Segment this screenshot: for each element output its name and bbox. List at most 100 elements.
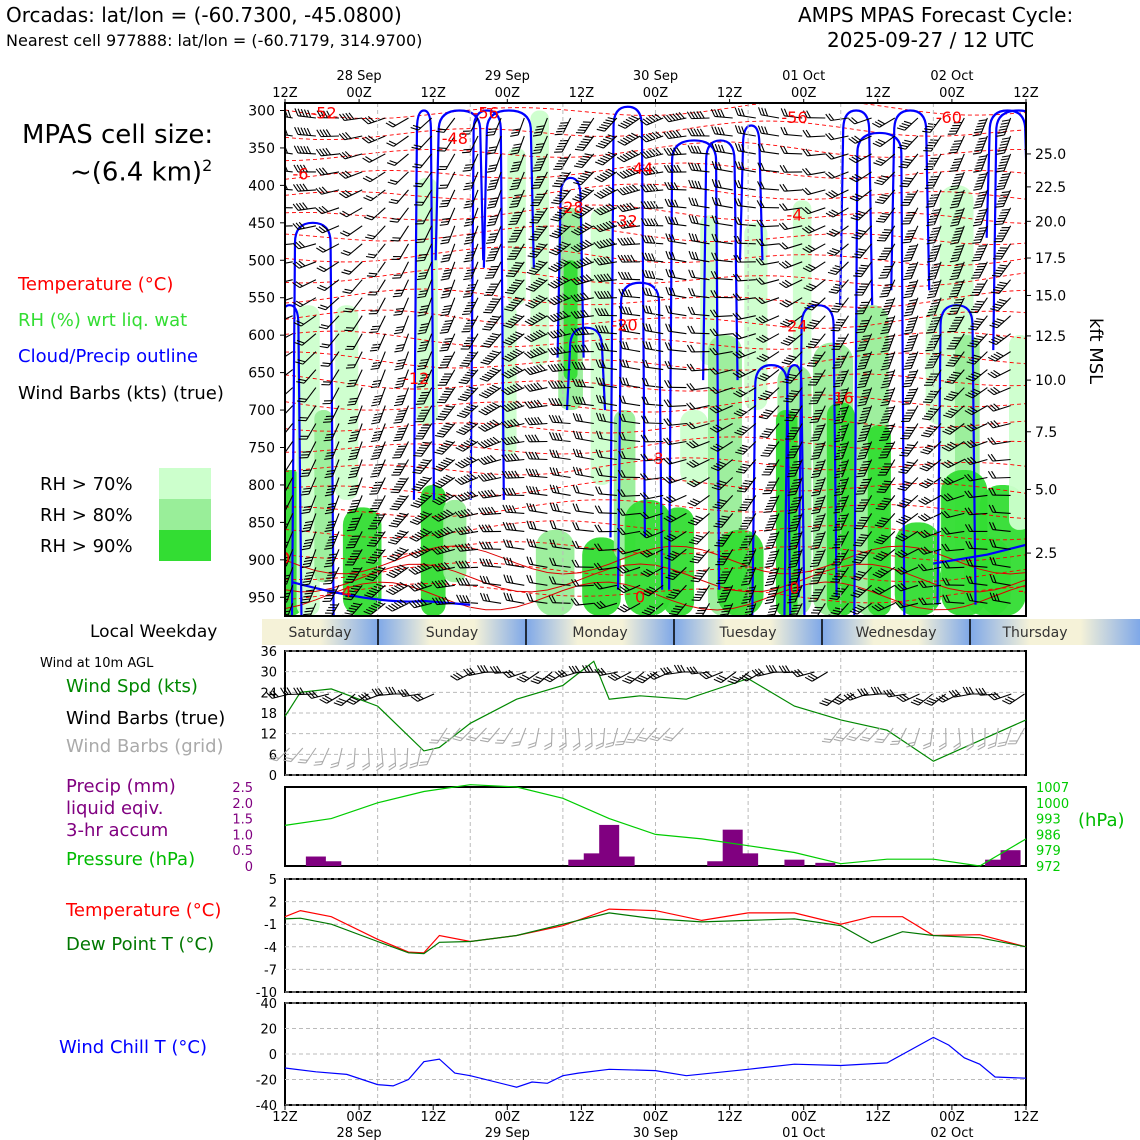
station-title: Orcadas: lat/lon = (-60.7300, -45.0800) <box>6 3 402 27</box>
xsec-ytick-label: 600 <box>248 328 275 344</box>
legend-rh80-swatch <box>159 499 211 530</box>
isotherm-label: -8 <box>648 449 664 468</box>
wind-barb <box>664 215 687 227</box>
cloud-outline <box>556 176 585 358</box>
wind-barb <box>504 279 525 295</box>
wind-barb <box>547 310 571 323</box>
wind-barb <box>339 189 363 199</box>
wind-barb <box>415 405 433 423</box>
wind-barb <box>485 243 502 262</box>
wind-barb <box>417 315 433 335</box>
wind-barb <box>386 564 409 579</box>
wind-barb <box>432 492 456 506</box>
wind-barb <box>410 493 433 508</box>
wind-barb <box>361 116 386 125</box>
weekday-name: Saturday <box>288 625 351 641</box>
wind-barb <box>996 135 1012 155</box>
wind-barb <box>802 129 826 138</box>
wind-barb <box>850 207 872 221</box>
cloud-outline <box>285 304 303 616</box>
pressure-ytick-label: 1007 <box>1036 781 1069 796</box>
isotherm-label: -56 <box>781 108 807 127</box>
weekday-name: Tuesday <box>719 625 777 641</box>
wind-barb <box>477 419 502 432</box>
xsec-ytick-label: 800 <box>248 478 275 494</box>
wind-barb <box>987 453 1011 462</box>
wind-barb <box>526 502 548 514</box>
bottom-time-tick: 12Z <box>420 1110 446 1125</box>
wind-barb <box>292 260 317 269</box>
wind-barb <box>414 423 433 440</box>
wind-barb <box>665 323 687 335</box>
wind-barb <box>571 205 595 219</box>
wind-barb <box>826 243 849 256</box>
wind-barb <box>549 449 571 461</box>
wind-barb <box>828 279 849 294</box>
top-time-tick: 00Z <box>643 86 669 101</box>
wind-barb <box>642 287 664 299</box>
wind-barb <box>486 207 502 227</box>
wind-barb <box>547 328 571 339</box>
bottom-date-label: 28 Sep <box>337 1126 382 1140</box>
wind-barb <box>618 432 641 443</box>
wind-barb <box>594 324 617 335</box>
wind-barb <box>346 369 363 388</box>
wind-barb <box>758 107 780 119</box>
wind-barb <box>323 567 340 585</box>
cloud-outline <box>738 124 764 261</box>
surface-wind-barb <box>870 686 894 695</box>
bottom-time-tick: 00Z <box>346 1110 372 1125</box>
wind-barb <box>392 261 409 279</box>
wind-barb <box>779 164 803 173</box>
surface-wind-barb <box>1002 693 1025 705</box>
grid-wind-barb <box>922 727 934 750</box>
wind-barb <box>323 405 340 423</box>
wind-barb <box>987 437 1011 445</box>
wind-barb <box>416 261 433 281</box>
temp-ytick-label: -4 <box>264 941 277 956</box>
wind-barb <box>346 513 363 532</box>
wind-barb <box>339 207 363 218</box>
wind-barb <box>323 423 340 442</box>
wind-barb <box>365 548 386 564</box>
wind-barb <box>711 196 733 209</box>
wind-barb <box>462 297 479 315</box>
wind-ytick-label: 0 <box>269 769 277 784</box>
wind-barb <box>435 405 456 421</box>
isotherm-label: -20 <box>612 316 638 335</box>
wind-barb <box>484 279 502 296</box>
wind-barb <box>364 207 386 221</box>
wind-barb <box>440 225 456 245</box>
wind-grid-label: Wind Barbs (grid) <box>66 736 224 757</box>
rh-shade <box>335 305 359 500</box>
precip-ytick-label: 1.5 <box>232 813 253 828</box>
wind-barb <box>501 348 525 362</box>
wind-barb <box>572 187 595 202</box>
pressure-ytick-label: 1000 <box>1036 797 1069 812</box>
wind-barb <box>573 153 595 169</box>
wind-barb <box>570 309 594 319</box>
wind-barb <box>549 557 571 568</box>
wind-barb <box>293 315 317 327</box>
bottom-date-label: 02 Oct <box>930 1126 973 1140</box>
wind-barb <box>642 304 664 317</box>
wind-barb <box>478 524 502 533</box>
wind-ytick-label: 24 <box>260 686 277 701</box>
wind-barb <box>341 261 363 275</box>
surface-wind-barb <box>727 671 750 685</box>
wind-barb <box>686 344 710 353</box>
surface-wind-barb <box>542 671 566 683</box>
wind-barb <box>570 256 594 269</box>
grid-wind-barb <box>605 727 619 748</box>
wind-barb <box>439 189 456 208</box>
wind-barb <box>525 294 548 309</box>
wind-barb <box>501 365 525 379</box>
wind-barb <box>995 189 1012 208</box>
wind-barb <box>285 459 294 476</box>
wind-barb <box>508 207 525 226</box>
wind-barb <box>298 423 317 440</box>
wind-barb <box>431 509 456 522</box>
cell-size-value: ~(6.4 km)2 <box>70 156 212 188</box>
wind-barb <box>593 203 618 216</box>
wind-barb <box>365 243 386 259</box>
